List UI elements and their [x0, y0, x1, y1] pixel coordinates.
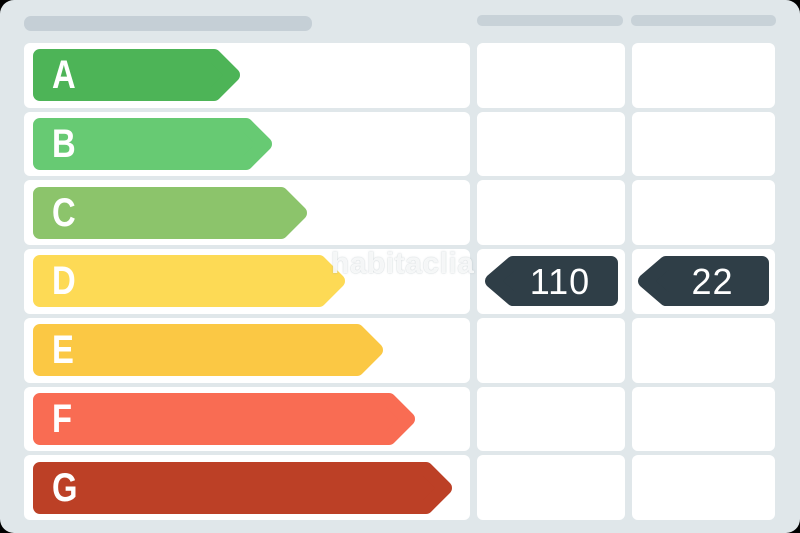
rating-letter-f: F [52, 396, 73, 441]
rating-cell-c: C [24, 180, 470, 246]
consumption-cell-b [477, 111, 625, 177]
rating-arrow-g: G [33, 461, 452, 514]
rating-letter-e: E [52, 328, 74, 373]
header-placeholder-main [24, 16, 312, 31]
consumption-value: 110 [529, 261, 591, 303]
rating-cell-a: A [24, 43, 470, 108]
emissions-value-badge: 22 [638, 256, 769, 307]
emissions-cell-c [632, 180, 775, 246]
rating-cell-f: F [24, 386, 470, 452]
emissions-cell-e [632, 317, 775, 383]
watermark: habitaclia [331, 247, 475, 280]
emissions-cell-f [632, 386, 775, 452]
header-placeholder-consumption [477, 15, 623, 26]
emissions-cell-a [632, 43, 775, 108]
header-placeholder-emissions [631, 15, 776, 26]
rating-cell-g: G [24, 455, 470, 520]
rating-grid: A B C D 110 [24, 43, 775, 520]
rating-cell-e: E [24, 317, 470, 383]
rating-letter-a: A [52, 53, 76, 98]
rating-arrow-c: C [33, 186, 307, 239]
rating-arrow-a: A [33, 49, 240, 102]
rating-cell-b: B [24, 111, 470, 177]
rating-arrow-d: D [33, 255, 345, 308]
rating-letter-c: C [52, 190, 76, 235]
consumption-cell-c [477, 180, 625, 246]
rating-letter-d: D [52, 259, 76, 304]
consumption-cell-f [477, 386, 625, 452]
consumption-cell-g [477, 455, 625, 520]
emissions-cell-b [632, 111, 775, 177]
consumption-value-badge: 110 [484, 256, 618, 307]
rating-arrow-b: B [33, 118, 272, 171]
rating-arrow-e: E [33, 324, 383, 377]
rating-arrow-f: F [33, 392, 415, 445]
consumption-cell-d: 110 [477, 249, 625, 314]
emissions-cell-g [632, 455, 775, 520]
consumption-cell-e [477, 317, 625, 383]
rating-letter-b: B [52, 122, 76, 167]
consumption-cell-a [477, 43, 625, 108]
emissions-value: 22 [691, 261, 734, 303]
emissions-cell-d: 22 [632, 249, 775, 314]
rating-cell-d: D [24, 249, 470, 314]
rating-letter-g: G [52, 465, 78, 510]
